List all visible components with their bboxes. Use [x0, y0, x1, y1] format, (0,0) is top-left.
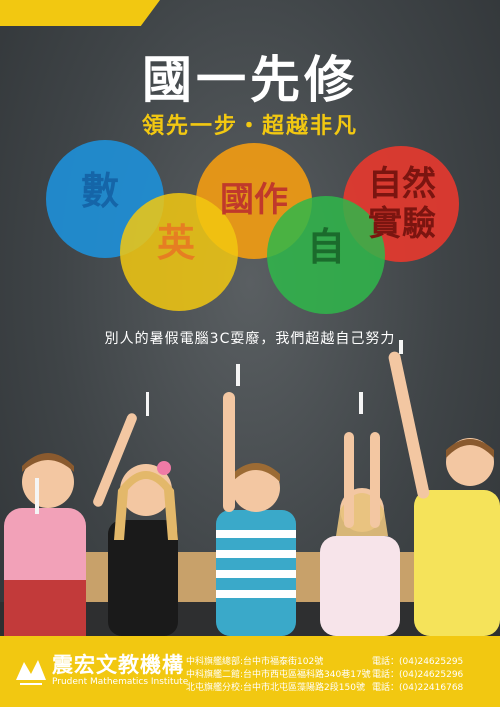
poster-subtitle: 領先一步・超越非凡	[0, 108, 500, 140]
branch-phone-1: 電話：(04)24625295	[372, 654, 463, 667]
child-3	[216, 364, 296, 636]
corner-accent	[0, 0, 160, 26]
child-4	[320, 392, 400, 636]
subject-nature-label-2: 實驗	[360, 206, 444, 243]
children-photo	[0, 340, 500, 636]
subject-nature-label-1: 自然	[360, 166, 444, 203]
branch-phone-2: 電話：(04)24625296	[372, 667, 463, 680]
subject-english-label: 英	[146, 222, 206, 264]
logo-icon	[14, 654, 48, 688]
child-1	[4, 453, 86, 636]
subject-math-label: 數	[70, 170, 130, 212]
branch-phone-3: 電話：(04)22416768	[372, 680, 463, 693]
branch-address-1: 中科旗艦總部:台中市福泰街102號	[186, 654, 323, 667]
subject-science-label: 自	[296, 226, 356, 268]
branch-address-2: 中科旗艦二館:台中市西屯區福科路340巷17號	[186, 667, 371, 680]
subject-chinese-label: 國作	[206, 182, 302, 219]
org-english-name: Prudent Mathematics Institute	[52, 677, 188, 687]
poster-title: 國一先修	[0, 40, 500, 112]
org-name: 震宏文教機構	[52, 649, 184, 679]
branch-address-3: 北屯旗艦分校:台中市北屯區藻陽路2段150號	[186, 680, 365, 693]
